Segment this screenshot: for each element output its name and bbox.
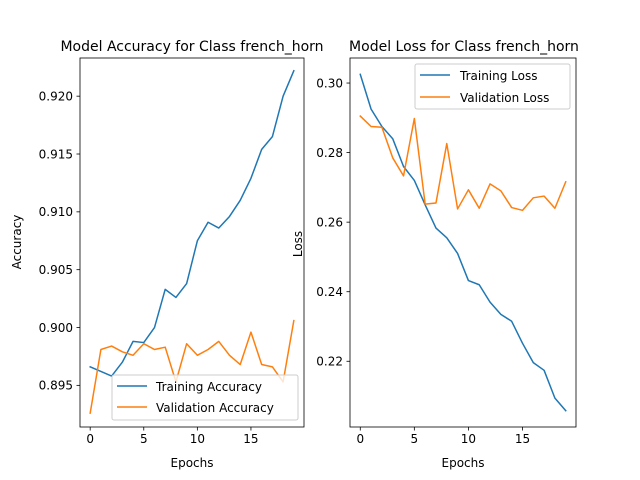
accuracy-x-ticks: 0 5 10 15	[86, 427, 259, 446]
accuracy-legend-label-validation: Validation Accuracy	[156, 401, 274, 415]
loss-x-tick-label: 10	[461, 432, 476, 446]
accuracy-series-validation-line	[89, 319, 295, 414]
loss-y-tick-label: 0.30	[316, 76, 343, 90]
loss-series-validation-line	[359, 115, 567, 212]
loss-axes-frame	[349, 57, 577, 428]
accuracy-axes-frame	[79, 57, 305, 428]
accuracy-legend-frame	[111, 374, 299, 421]
accuracy-y-tick-label: 0.895	[39, 379, 73, 393]
accuracy-plot-lines	[89, 69, 295, 414]
accuracy-y-axis-label: Accuracy	[10, 215, 24, 270]
loss-y-tick-label: 0.26	[316, 215, 343, 229]
loss-y-axis-label: Loss	[291, 231, 305, 257]
loss-legend-frame	[414, 63, 571, 110]
accuracy-y-tick-label: 0.900	[39, 321, 73, 335]
accuracy-panel: Model Accuracy for Class french_horn 0 5 1…	[10, 39, 324, 470]
accuracy-y-tick-label: 0.905	[39, 263, 73, 277]
loss-plot-lines	[359, 73, 567, 412]
accuracy-y-tick-label: 0.915	[39, 147, 73, 161]
loss-x-ticks: 0 5 10 15	[356, 427, 530, 446]
loss-y-tick-label: 0.24	[316, 285, 343, 299]
loss-x-tick-label: 0	[356, 432, 364, 446]
loss-y-ticks: 0.22 0.24 0.26 0.28 0.30	[316, 76, 350, 369]
loss-x-axis-label: Epochs	[442, 456, 485, 470]
accuracy-y-tick-label: 0.910	[39, 205, 73, 219]
accuracy-x-tick-label: 10	[190, 432, 205, 446]
loss-x-tick-label: 15	[515, 432, 530, 446]
accuracy-x-axis-label: Epochs	[171, 456, 214, 470]
accuracy-x-tick-label: 5	[140, 432, 148, 446]
accuracy-x-tick-label: 15	[243, 432, 258, 446]
accuracy-title: Model Accuracy for Class french_horn	[60, 39, 323, 55]
loss-legend-label-validation: Validation Loss	[460, 91, 549, 105]
accuracy-y-ticks: 0.895 0.900 0.905 0.910 0.915 0.920	[39, 89, 80, 393]
loss-x-tick-label: 5	[411, 432, 419, 446]
loss-panel: Model Loss for Class french_horn 0 5 10 15 …	[291, 39, 579, 470]
loss-series-training-line	[359, 73, 567, 412]
accuracy-legend: Training Accuracy Validation Accuracy	[111, 374, 299, 421]
loss-legend-label-training: Training Loss	[459, 69, 537, 83]
accuracy-series-training-line	[89, 69, 295, 377]
accuracy-legend-label-training: Training Accuracy	[155, 380, 262, 394]
loss-y-tick-label: 0.28	[316, 146, 343, 160]
accuracy-y-tick-label: 0.920	[39, 89, 73, 103]
loss-legend: Training Loss Validation Loss	[414, 63, 571, 110]
loss-y-tick-label: 0.22	[316, 355, 343, 369]
accuracy-x-tick-label: 0	[86, 432, 94, 446]
loss-title: Model Loss for Class french_horn	[349, 39, 579, 55]
